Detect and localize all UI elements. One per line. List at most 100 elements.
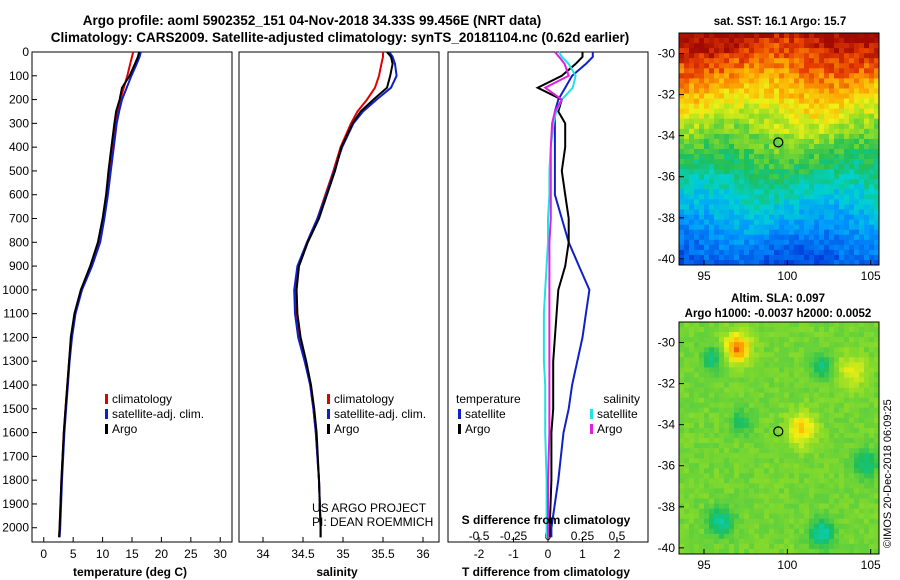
heatmap-cell xyxy=(689,144,695,150)
heatmap-cell xyxy=(859,498,865,504)
heatmap-cell xyxy=(789,63,795,69)
heatmap-cell xyxy=(694,347,700,353)
heatmap-cell xyxy=(799,88,805,94)
heatmap-cell xyxy=(734,138,740,145)
heatmap-cell xyxy=(854,189,860,195)
heatmap-cell xyxy=(759,347,765,353)
heatmap-cell xyxy=(749,337,755,343)
heatmap-cell xyxy=(779,337,785,343)
heatmap-cell xyxy=(714,123,720,130)
heatmap-cell xyxy=(824,194,830,200)
heatmap-cell xyxy=(759,43,765,49)
heatmap-cell xyxy=(824,443,830,449)
heatmap-cell xyxy=(699,133,705,140)
heatmap-cell xyxy=(839,53,845,59)
heatmap-cell xyxy=(734,194,740,200)
heatmap-cell xyxy=(769,118,775,125)
heatmap-cell xyxy=(804,38,810,44)
heatmap-cell xyxy=(724,533,730,540)
heatmap-cell xyxy=(694,397,700,404)
heatmap-cell xyxy=(789,189,795,195)
heatmap-cell xyxy=(829,327,835,333)
heatmap-cell xyxy=(789,518,795,525)
heatmap-cell xyxy=(724,448,730,454)
heatmap-cell xyxy=(684,337,690,343)
heatmap-cell xyxy=(704,362,710,368)
heatmap-cell xyxy=(869,78,875,84)
heatmap-cell xyxy=(844,327,850,333)
heatmap-cell xyxy=(709,523,715,530)
heatmap-cell xyxy=(854,133,860,140)
heatmap-cell xyxy=(684,407,690,414)
heatmap-cell xyxy=(794,377,800,383)
heatmap-cell xyxy=(714,63,720,69)
heatmap-cell xyxy=(809,387,815,393)
heatmap-cell xyxy=(734,123,740,130)
heatmap-cell xyxy=(859,123,865,130)
heatmap-cell xyxy=(684,518,690,525)
heatmap-cell xyxy=(729,43,735,49)
heatmap-cell xyxy=(854,249,860,256)
heatmap-cell xyxy=(864,377,870,383)
heatmap-cell xyxy=(754,214,760,220)
heatmap-cell xyxy=(749,483,755,489)
heatmap-cell xyxy=(834,508,840,514)
heatmap-cell xyxy=(864,523,870,530)
heatmap-cell xyxy=(789,103,795,109)
heatmap-cell xyxy=(689,33,695,39)
heatmap-cell xyxy=(849,493,855,499)
heatmap-cell xyxy=(854,103,860,109)
heatmap-cell xyxy=(714,448,720,454)
heatmap-cell xyxy=(764,249,770,256)
heatmap-cell xyxy=(769,113,775,120)
heatmap-cell xyxy=(749,149,755,155)
heatmap-cell xyxy=(764,448,770,454)
heatmap-cell xyxy=(849,189,855,195)
legend-label: satellite-adj. clim. xyxy=(112,407,204,421)
heatmap-cell xyxy=(794,357,800,363)
heatmap-cell xyxy=(864,93,870,99)
heatmap-cell xyxy=(814,93,820,99)
heatmap-cell xyxy=(769,387,775,393)
heatmap-cell xyxy=(834,244,840,251)
heatmap-cell xyxy=(849,138,855,145)
heatmap-cell xyxy=(854,463,860,469)
heatmap-cell xyxy=(824,473,830,479)
heatmap-cell xyxy=(714,164,720,170)
heatmap-cell xyxy=(789,244,795,251)
heatmap-cell xyxy=(764,108,770,115)
heatmap-cell xyxy=(689,103,695,109)
heatmap-cell xyxy=(804,234,810,241)
heatmap-cell xyxy=(854,239,860,246)
heatmap-cell xyxy=(854,392,860,398)
heatmap-cell xyxy=(699,347,705,353)
heatmap-cell xyxy=(829,347,835,353)
heatmap-cell xyxy=(759,549,765,555)
heatmap-cell xyxy=(869,503,875,509)
heatmap-cell xyxy=(779,204,785,210)
heatmap-cell xyxy=(709,488,715,494)
heatmap-cell xyxy=(749,528,755,535)
heatmap-cell xyxy=(834,38,840,44)
heatmap-cell xyxy=(829,387,835,393)
heatmap-cell xyxy=(729,254,735,261)
heatmap-cell xyxy=(689,523,695,530)
heatmap-cell xyxy=(849,538,855,545)
heatmap-cell xyxy=(814,533,820,540)
heatmap-cell xyxy=(874,523,880,530)
heatmap-cell xyxy=(824,68,830,74)
heatmap-cell xyxy=(754,159,760,165)
heatmap-cell xyxy=(814,538,820,545)
heatmap-cell xyxy=(724,337,730,343)
heatmap-cell xyxy=(844,417,850,424)
heatmap-cell xyxy=(704,214,710,220)
heatmap-cell xyxy=(744,493,750,499)
heatmap-cell xyxy=(774,402,780,409)
heatmap-cell xyxy=(759,448,765,454)
heatmap-cell xyxy=(709,468,715,474)
heatmap-cell xyxy=(784,68,790,74)
heatmap-cell xyxy=(804,209,810,215)
heatmap-cell xyxy=(684,387,690,393)
heatmap-cell xyxy=(739,194,745,200)
heatmap-cell xyxy=(769,38,775,44)
